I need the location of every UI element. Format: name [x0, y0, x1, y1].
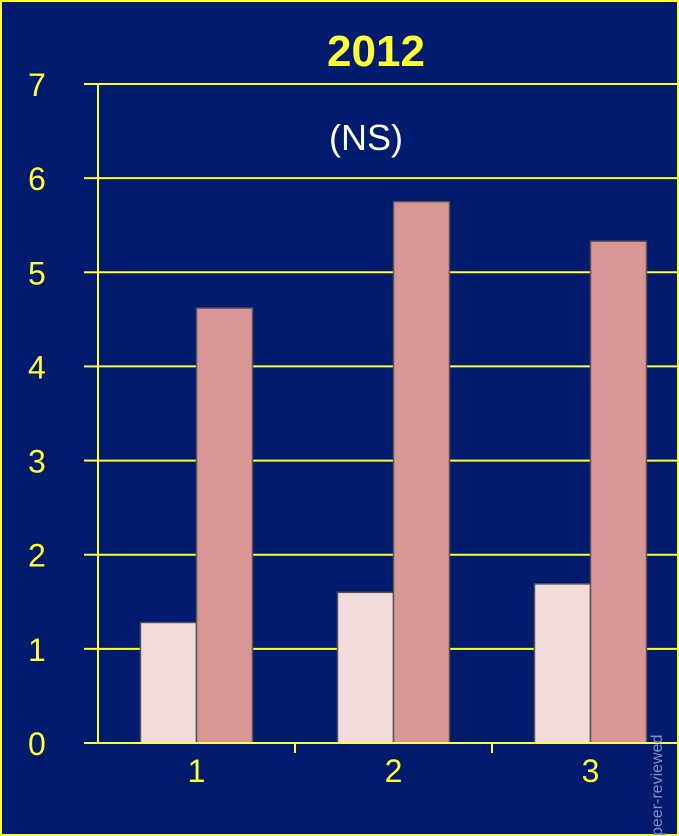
bar-series1-cat-1	[139, 621, 198, 744]
y-tick-label-4: 4	[28, 349, 46, 385]
y-tick-label-0: 0	[28, 726, 46, 762]
y-tick-label-2: 2	[28, 538, 46, 574]
chart-title: 2012	[327, 27, 425, 76]
bar-series2-cat-2	[392, 200, 451, 744]
bar-series2-cat-3	[589, 240, 648, 744]
y-tick-label-3: 3	[28, 444, 46, 480]
watermark-text: peer-reviewed	[649, 735, 666, 836]
y-tick-label-6: 6	[28, 161, 46, 197]
axes	[84, 83, 679, 753]
significance-annotation: (NS)	[329, 117, 403, 158]
bars	[139, 200, 648, 744]
y-tick-label-7: 7	[28, 67, 46, 103]
bar-series1-cat-2	[336, 591, 395, 744]
x-tick-label-1: 1	[188, 753, 206, 789]
bar-series2-cat-1	[195, 307, 254, 744]
bar-series1-cat-3	[533, 583, 592, 744]
y-tick-label-1: 1	[28, 632, 46, 668]
x-tick-labels: 1 2 3	[188, 753, 600, 789]
x-tick-label-3: 3	[582, 753, 600, 789]
y-tick-labels: 0 1 2 3 4 5 6 7	[28, 67, 46, 762]
x-tick-label-2: 2	[385, 753, 403, 789]
y-tick-label-5: 5	[28, 255, 46, 291]
